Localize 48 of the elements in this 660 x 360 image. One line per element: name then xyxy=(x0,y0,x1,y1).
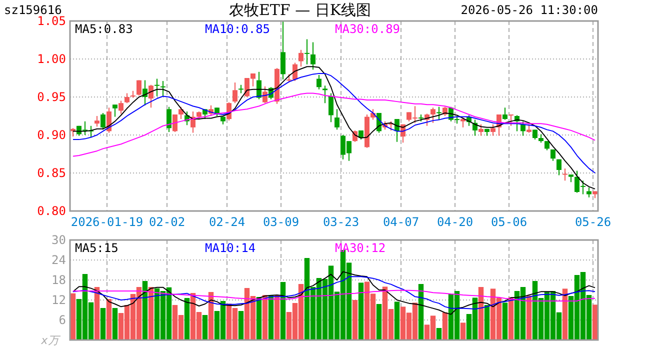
bar xyxy=(112,308,118,340)
bar xyxy=(460,322,466,340)
bar xyxy=(502,302,508,340)
x-tick-label: 04-20 xyxy=(436,215,474,229)
bar xyxy=(358,282,364,340)
text: 2026-05-26 11:30:00 xyxy=(460,3,598,17)
bar xyxy=(184,298,190,340)
y-tick-label: 0.80 xyxy=(37,204,66,218)
bar xyxy=(352,300,358,340)
bar xyxy=(142,281,148,340)
y-tick-label: 0.95 xyxy=(37,90,66,104)
bar xyxy=(100,308,106,340)
y-tick-label: 12 xyxy=(52,293,66,307)
x-tick-label: 02-02 xyxy=(148,215,186,229)
y-axis-title: x万 xyxy=(40,334,61,347)
bar xyxy=(562,288,568,340)
text: sz159616 xyxy=(4,3,62,17)
bar xyxy=(442,312,448,340)
x-tick-label: 03-23 xyxy=(322,215,360,229)
bar xyxy=(238,311,244,340)
x-tick-label: 04-07 xyxy=(382,215,420,229)
bar xyxy=(202,315,208,340)
bar xyxy=(418,284,424,340)
y-tick-label: 0.90 xyxy=(37,128,66,142)
y-tick-label: 1.00 xyxy=(37,52,66,66)
chart-title: 农牧ETF — 日K线图 xyxy=(228,1,372,19)
bar xyxy=(394,302,400,340)
x-tick-label: 05-06 xyxy=(490,215,528,229)
y-tick-label: 0.85 xyxy=(37,166,66,180)
bar xyxy=(484,305,490,340)
bar xyxy=(274,295,280,340)
bar xyxy=(436,328,442,340)
bar xyxy=(280,282,286,340)
bar xyxy=(376,304,382,340)
x-tick-label: 02-24 xyxy=(208,215,246,229)
bar xyxy=(592,304,598,340)
bar xyxy=(478,287,484,340)
x-tick-label: 03-09 xyxy=(262,215,300,229)
y-tick-label: 18 xyxy=(52,273,66,287)
bar xyxy=(526,296,532,340)
y-tick-label: 24 xyxy=(52,253,66,267)
y-tick-label: 1.05 xyxy=(37,14,66,28)
x-tick-label: 2026-01-19 xyxy=(70,215,144,229)
bar xyxy=(94,287,100,340)
y-tick-label: 6 xyxy=(58,313,66,327)
y-tick-label: 30 xyxy=(52,233,66,247)
x-tick-label: 05-26 xyxy=(574,215,612,229)
bar xyxy=(106,299,112,340)
